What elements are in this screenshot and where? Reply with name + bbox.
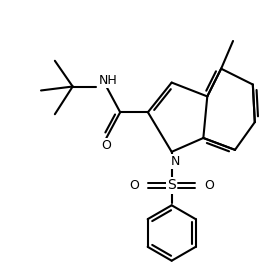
Text: O: O — [101, 139, 111, 152]
Text: NH: NH — [99, 74, 118, 87]
Text: S: S — [167, 178, 176, 193]
Text: O: O — [129, 179, 139, 192]
Text: O: O — [204, 179, 214, 192]
Text: N: N — [171, 155, 180, 168]
